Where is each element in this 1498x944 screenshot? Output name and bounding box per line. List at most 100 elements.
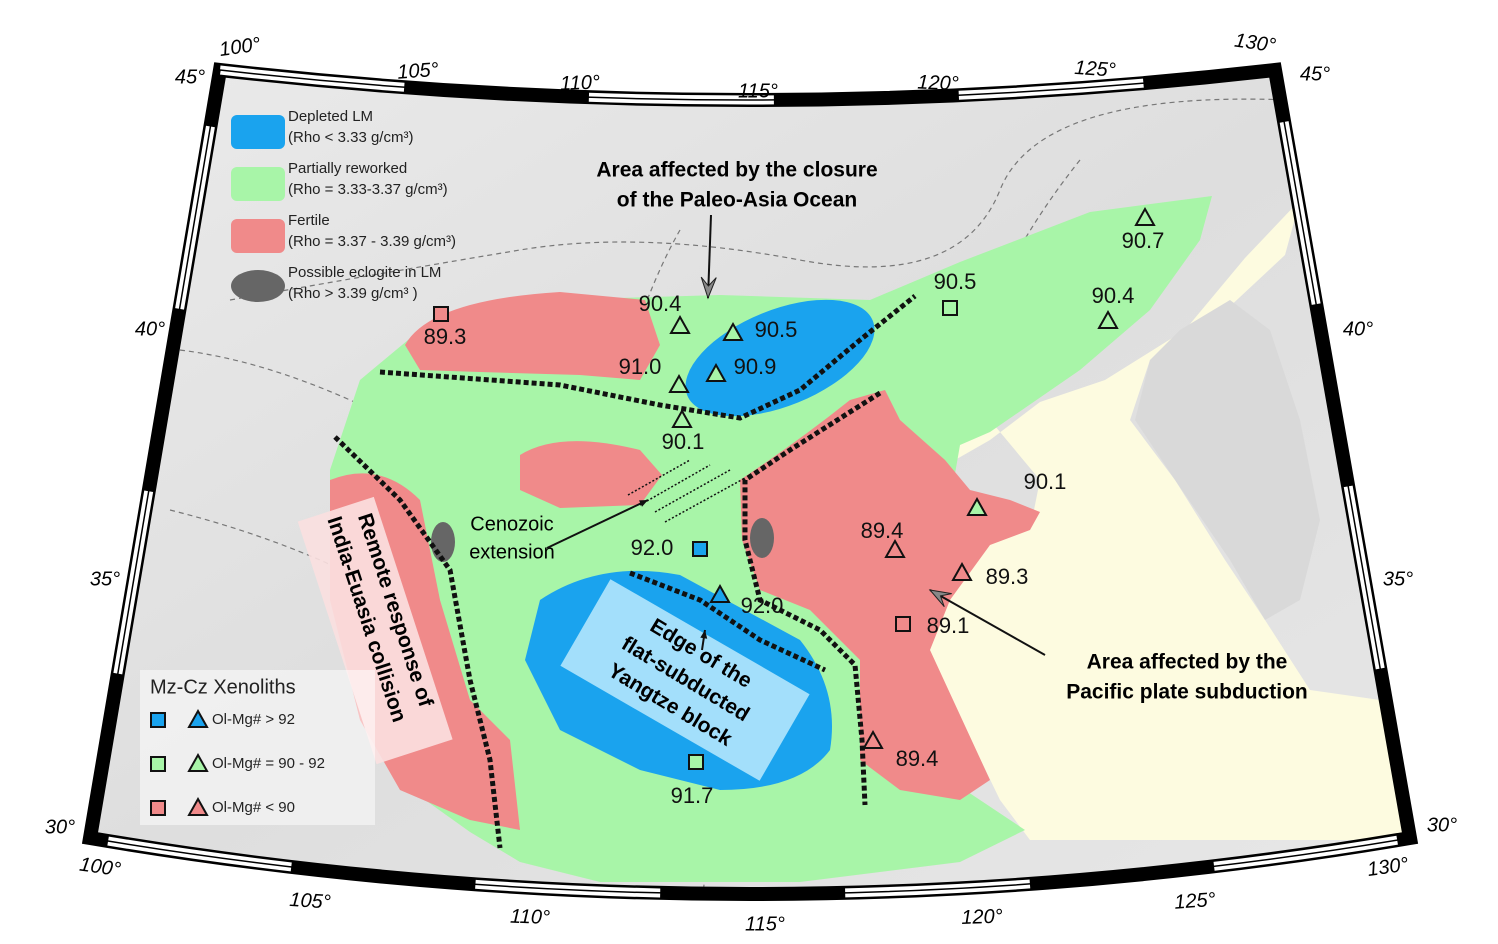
legend-label: (Rho = 3.33-3.37 g/cm³) [288, 181, 448, 198]
xenolith-marker [709, 583, 731, 603]
xenolith-label: 92.0 [741, 593, 784, 618]
legend-label: Depleted LM [288, 108, 373, 125]
annotation: Pacific plate subduction [1066, 681, 1308, 704]
xenolith-marker [668, 373, 690, 393]
label-box [297, 496, 453, 765]
xenolith-legend-label: Ol-Mg# < 90 [212, 799, 295, 816]
legend-label: Possible eclogite in LM [288, 264, 441, 281]
sea [925, 200, 1410, 840]
annotation: Cenozoic [470, 513, 553, 535]
xenolith-legend-label: Ol-Mg# > 92 [212, 711, 295, 728]
fertile-region [520, 441, 662, 508]
arrow-head [928, 589, 952, 608]
xenolith-label: 90.4 [639, 291, 682, 316]
graticule-label: 105° [397, 59, 440, 84]
xenolith-label: 92.0 [631, 535, 674, 560]
extension-hatch [627, 459, 746, 523]
xenolith-marker [692, 541, 708, 557]
xenolith-marker [722, 321, 744, 341]
boundary [179, 349, 451, 471]
annotation: extension [469, 541, 555, 563]
arrow-head [700, 276, 717, 300]
xenolith-label: 90.7 [1122, 228, 1165, 253]
legend-marker [187, 796, 209, 816]
legend-swatch [231, 270, 285, 302]
arrow-head [700, 630, 708, 639]
graticule-label: 120° [961, 906, 1003, 929]
xenolith-marker [966, 496, 988, 516]
xenolith-marker [895, 616, 911, 632]
dotted-line [333, 435, 503, 849]
xenolith-label: 89.1 [927, 613, 970, 638]
graticule-label: 100° [78, 854, 122, 882]
graticule-label: 45° [1300, 63, 1330, 85]
legend-marker [150, 800, 166, 816]
xenolith-label: 91.0 [619, 354, 662, 379]
xenolith-marker [1097, 309, 1119, 329]
xenolith-marker [951, 561, 973, 581]
graticule-label: 125° [1074, 57, 1117, 82]
xenolith-marker [862, 729, 884, 749]
legend-swatch [231, 167, 285, 201]
xenolith-label: 90.5 [755, 317, 798, 342]
xenolith-marker [884, 538, 906, 558]
boundary [229, 98, 1291, 301]
legend-label: (Rho > 3.39 g/cm³ ) [288, 285, 418, 302]
dotted-line [742, 390, 882, 806]
xenolith-marker [669, 314, 691, 334]
dotted-line [379, 294, 917, 421]
legend-label: Fertile [288, 212, 330, 229]
xenolith-label: 89.4 [896, 746, 939, 771]
graticule-label: 110° [560, 72, 601, 95]
graticule-label: 115° [745, 913, 785, 935]
xenolith-marker [1134, 206, 1156, 226]
graticule-label: 120° [917, 72, 959, 95]
graticule-label: 125° [1174, 889, 1217, 914]
legend-swatch [231, 115, 285, 149]
arrow [707, 214, 712, 299]
legend-marker [150, 712, 166, 728]
xenolith-marker [671, 408, 693, 428]
graticule-label: 45° [175, 66, 205, 88]
legend-label: (Rho = 3.37 - 3.39 g/cm³) [288, 233, 456, 250]
fertile-region [740, 390, 1040, 800]
xenolith-marker [688, 754, 704, 770]
graticule-label: 105° [289, 889, 332, 914]
graticule-label: 130° [1233, 30, 1277, 58]
korea [1135, 300, 1320, 620]
graticule-label: 35° [1383, 568, 1413, 590]
xenolith-label: 89.3 [986, 564, 1029, 589]
hatch [639, 464, 711, 506]
hatch [664, 477, 746, 523]
xenolith-label: 90.1 [1024, 469, 1067, 494]
legend-marker [187, 752, 209, 772]
legend-label: Partially reworked [288, 160, 407, 177]
xenolith-label: 90.4 [1092, 283, 1135, 308]
graticule-label: 40° [1343, 318, 1373, 340]
graticule-label: 30° [1427, 814, 1457, 836]
annotation: Area affected by the closure [596, 159, 877, 182]
graticule-label: 35° [90, 568, 120, 590]
xenolith-legend-title: Mz-Cz Xenoliths [150, 676, 296, 698]
graticule-label: 130° [1366, 854, 1410, 882]
annotation: Area affected by the [1087, 651, 1288, 674]
xenolith-label: 90.9 [734, 354, 777, 379]
graticule-label: 40° [135, 318, 165, 340]
xenolith-marker [433, 306, 449, 322]
boundaries-bold [333, 294, 917, 849]
arrow [929, 589, 1046, 656]
graticule-label: 100° [218, 34, 262, 62]
graticule-label: 110° [510, 906, 551, 929]
xenolith-legend-bg [140, 670, 375, 825]
legend-marker [187, 708, 209, 728]
xenolith-label: 91.7 [671, 783, 714, 808]
annotation: of the Paleo-Asia Ocean [617, 189, 857, 212]
xenolith-label: 89.3 [424, 324, 467, 349]
xenolith-marker [705, 362, 727, 382]
graticule-label: 115° [738, 80, 778, 102]
xenolith-label: 90.1 [662, 429, 705, 454]
arrow-head [639, 500, 648, 507]
frame-outline [89, 69, 1411, 895]
